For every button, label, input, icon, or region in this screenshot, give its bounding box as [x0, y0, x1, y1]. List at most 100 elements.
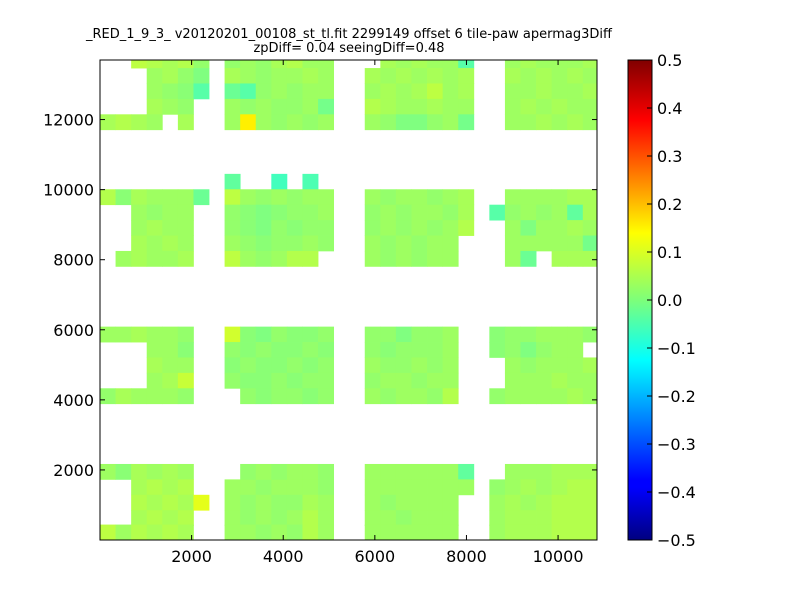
heatmap-cell-73: [427, 83, 444, 100]
heatmap-cell-319: [395, 372, 412, 389]
heatmap-cells: [100, 60, 598, 541]
heatmap-cell-275: [271, 342, 288, 358]
heatmap-cell-253: [146, 357, 163, 374]
plot-frame: [99, 59, 598, 541]
chart-title-line1: _RED_1_9_3_ v20120201_00108_st_tl.fit 22…: [85, 27, 613, 42]
heatmap-cell-108: [504, 98, 521, 115]
heatmap-cell-277: [302, 342, 319, 358]
heatmap-cell-129: [193, 189, 210, 206]
heatmap-cell-18: [131, 114, 148, 131]
heatmap-cell-88: [442, 114, 459, 131]
heatmap-cell-118: [567, 114, 584, 131]
heatmap-cell-29: [240, 68, 257, 84]
heatmap-cell-480: [504, 524, 521, 541]
heatmap-cell-169: [240, 235, 257, 252]
heatmap-cell-51: [255, 114, 272, 131]
chart-title-line2: zpDiff= 0.04 seeingDiff=0.48: [253, 41, 444, 56]
heatmap-cell-431: [427, 479, 444, 496]
heatmap-cell-300: [380, 326, 397, 343]
heatmap-cell-112: [567, 98, 584, 115]
heatmap-cell-303: [427, 326, 444, 343]
heatmap-cell-83: [364, 114, 381, 131]
heatmap-cell-54: [302, 114, 319, 131]
heatmap-cell-55: [318, 114, 335, 131]
heatmap-cell-361: [100, 463, 116, 480]
heatmap-cell-336: [489, 342, 506, 358]
heatmap-cell-306: [380, 342, 397, 358]
heatmap-cell-192: [427, 204, 444, 221]
heatmap-cell-453: [520, 463, 537, 480]
heatmap-cell-232: [582, 220, 598, 236]
heatmap-cell-237: [567, 235, 584, 252]
y-axis-ticks: 2000 4000 6000 8000 10000 12000: [43, 111, 597, 480]
colorbar-tick-label-8: −0.3: [657, 435, 696, 454]
heatmap-cell-207: [442, 235, 459, 252]
heatmap-cell-435: [380, 494, 397, 511]
heatmap-cell-456: [567, 463, 584, 480]
heatmap-cell-358: [551, 388, 568, 405]
heatmap-cell-458: [489, 479, 506, 496]
heatmap-cell-316: [442, 357, 459, 374]
heatmap-cell-355: [504, 388, 521, 405]
heatmap-cell-440: [364, 510, 381, 527]
heatmap-cell-258: [177, 372, 194, 389]
heatmap-cell-25: [286, 60, 303, 69]
heatmap-cell-38: [271, 83, 288, 100]
heatmap-cell-21: [224, 60, 241, 69]
heatmap-cell-441: [380, 510, 397, 527]
heatmap-cell-152: [302, 189, 319, 206]
heatmap-cell-41: [318, 83, 335, 100]
heatmap-cell-282: [271, 357, 288, 374]
heatmap-cell-288: [255, 372, 272, 389]
heatmap-cell-103: [520, 83, 537, 100]
x-axis-ticks: 2000 4000 6000 8000 10000: [171, 60, 584, 566]
heatmap-cell-367: [131, 479, 148, 496]
heatmap-cell-348: [504, 372, 521, 389]
heatmap-cell-292: [318, 372, 335, 389]
heatmap-cell-257: [162, 372, 179, 389]
heatmap-cell-131: [146, 204, 163, 221]
heatmap-cell-174: [318, 235, 335, 252]
heatmap-cell-289: [271, 372, 288, 389]
heatmap-cell-401: [255, 494, 272, 511]
heatmap-cell-419: [318, 524, 335, 541]
heatmap-cell-325: [395, 388, 412, 405]
heatmap-cell-166: [302, 220, 319, 236]
heatmap-cell-145: [162, 250, 179, 267]
x-tick-label-3: 8000: [446, 547, 487, 566]
heatmap-cell-305: [364, 342, 381, 358]
heatmap-cell-47: [302, 98, 319, 115]
y-tick-label-4: 10000: [43, 181, 94, 200]
heatmap-cell-461: [536, 479, 553, 496]
heatmap-cell-246: [131, 326, 148, 343]
heatmap-cell-111: [551, 98, 568, 115]
heatmap-cell-447: [380, 524, 397, 541]
heatmap-cell-219: [582, 189, 598, 206]
heatmap-cell-227: [504, 220, 521, 236]
heatmap-cell-410: [286, 510, 303, 527]
heatmap-cell-351: [551, 372, 568, 389]
heatmap-cell-206: [427, 235, 444, 252]
heatmap-cell-202: [364, 235, 381, 252]
heatmap-cell-412: [318, 510, 335, 527]
heatmap-cell-448: [395, 524, 412, 541]
heatmap-cell-429: [395, 479, 412, 496]
heatmap-cell-260: [115, 388, 132, 405]
heatmap-cell-120: [224, 173, 241, 190]
heatmap-cell-466: [504, 494, 521, 511]
heatmap-cell-68: [458, 68, 475, 84]
heatmap-cell-226: [582, 204, 598, 221]
heatmap-cell-416: [271, 524, 288, 541]
heatmap-cell-67: [442, 68, 459, 84]
heatmap-cell-427: [364, 479, 381, 496]
heatmap-cell-24: [271, 60, 288, 69]
heatmap-cell-415: [255, 524, 272, 541]
heatmap-cell-263: [162, 388, 179, 405]
heatmap-cell-261: [131, 388, 148, 405]
heatmap-cell-148: [240, 189, 257, 206]
heatmap-cell-342: [504, 357, 521, 374]
heatmap-cell-314: [411, 357, 428, 374]
heatmap-cell-434: [364, 494, 381, 511]
heatmap-cell-484: [567, 524, 584, 541]
heatmap-cell-56: [380, 60, 397, 69]
